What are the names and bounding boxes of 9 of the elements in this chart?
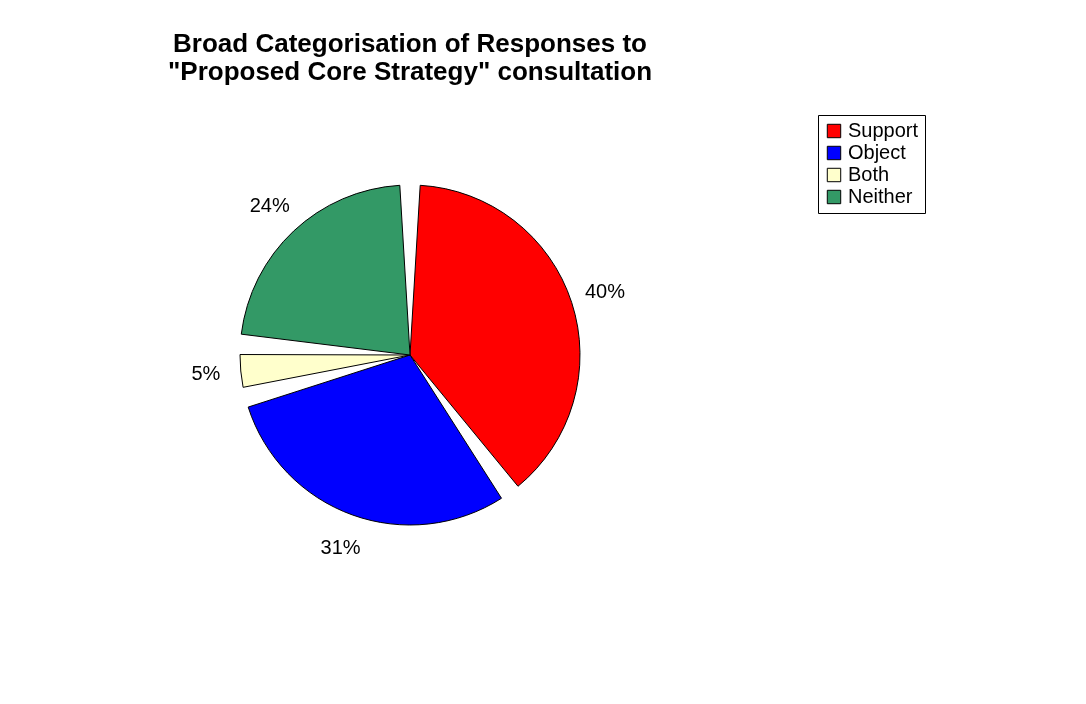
data-label: 40% [584,279,626,302]
legend-label: Support [848,119,919,141]
legend-label: Both [848,163,890,185]
chart-title: Broad Categorisation of Responses to "Proposed Core Strategy" consultation [167,27,653,86]
legend-label: Neither [848,185,913,207]
data-label: 5% [191,362,221,385]
data-label: 31% [320,535,361,558]
data-label: 24% [249,193,290,216]
legend-label: Object [848,141,907,163]
